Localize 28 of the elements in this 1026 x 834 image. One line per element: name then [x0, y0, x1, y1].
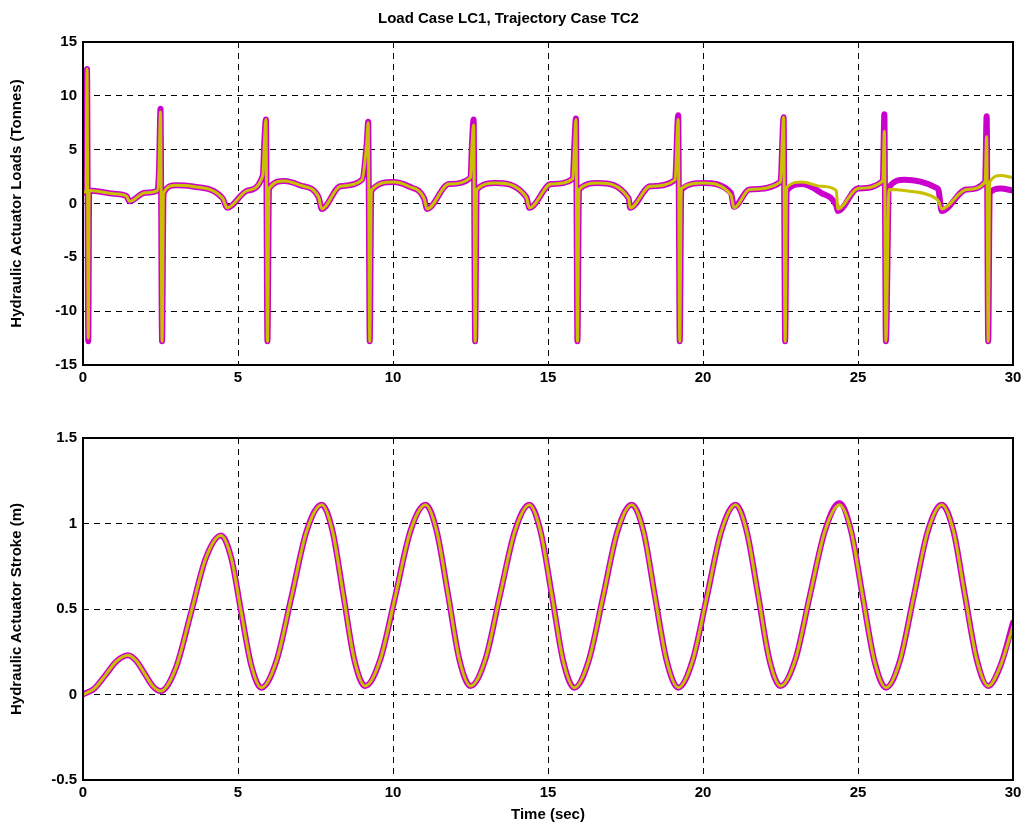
- y-tick-label: 1: [68, 513, 77, 531]
- x-tick-label: 5: [233, 783, 243, 801]
- x-axis-title: Time (sec): [511, 805, 585, 823]
- y-tick-label: 0: [68, 193, 77, 211]
- y-tick-label: 15: [60, 32, 77, 50]
- x-tick-label: 10: [384, 783, 402, 801]
- x-tick-label: 5: [233, 368, 243, 386]
- x-tick-label: 10: [384, 368, 402, 386]
- y-tick-label: 10: [60, 85, 77, 103]
- x-tick-label: 20: [694, 368, 712, 386]
- chart-title: Load Case LC1, Trajectory Case TC2: [378, 9, 639, 27]
- x-tick-label: 15: [539, 783, 557, 801]
- x-tick-label: 25: [849, 368, 867, 386]
- y-tick-label: 5: [68, 139, 77, 157]
- y-tick-label: 0.5: [56, 599, 77, 617]
- x-tick-label: 30: [1004, 783, 1022, 801]
- y-tick-label: 1.5: [56, 428, 77, 446]
- y-tick-label: 0: [68, 684, 77, 702]
- y-tick-label: -15: [55, 355, 77, 373]
- x-tick-label: 30: [1004, 368, 1022, 386]
- y-tick-label: -0.5: [51, 770, 77, 788]
- x-tick-label: 15: [539, 368, 557, 386]
- y-tick-label: -10: [55, 301, 77, 319]
- x-tick-label: 20: [694, 783, 712, 801]
- y-axis-title: Hydraulic Actuator Loads (Tonnes): [7, 79, 25, 328]
- y-axis-title: Hydraulic Actuator Stroke (m): [7, 503, 25, 715]
- x-tick-label: 25: [849, 783, 867, 801]
- y-tick-label: -5: [63, 247, 77, 265]
